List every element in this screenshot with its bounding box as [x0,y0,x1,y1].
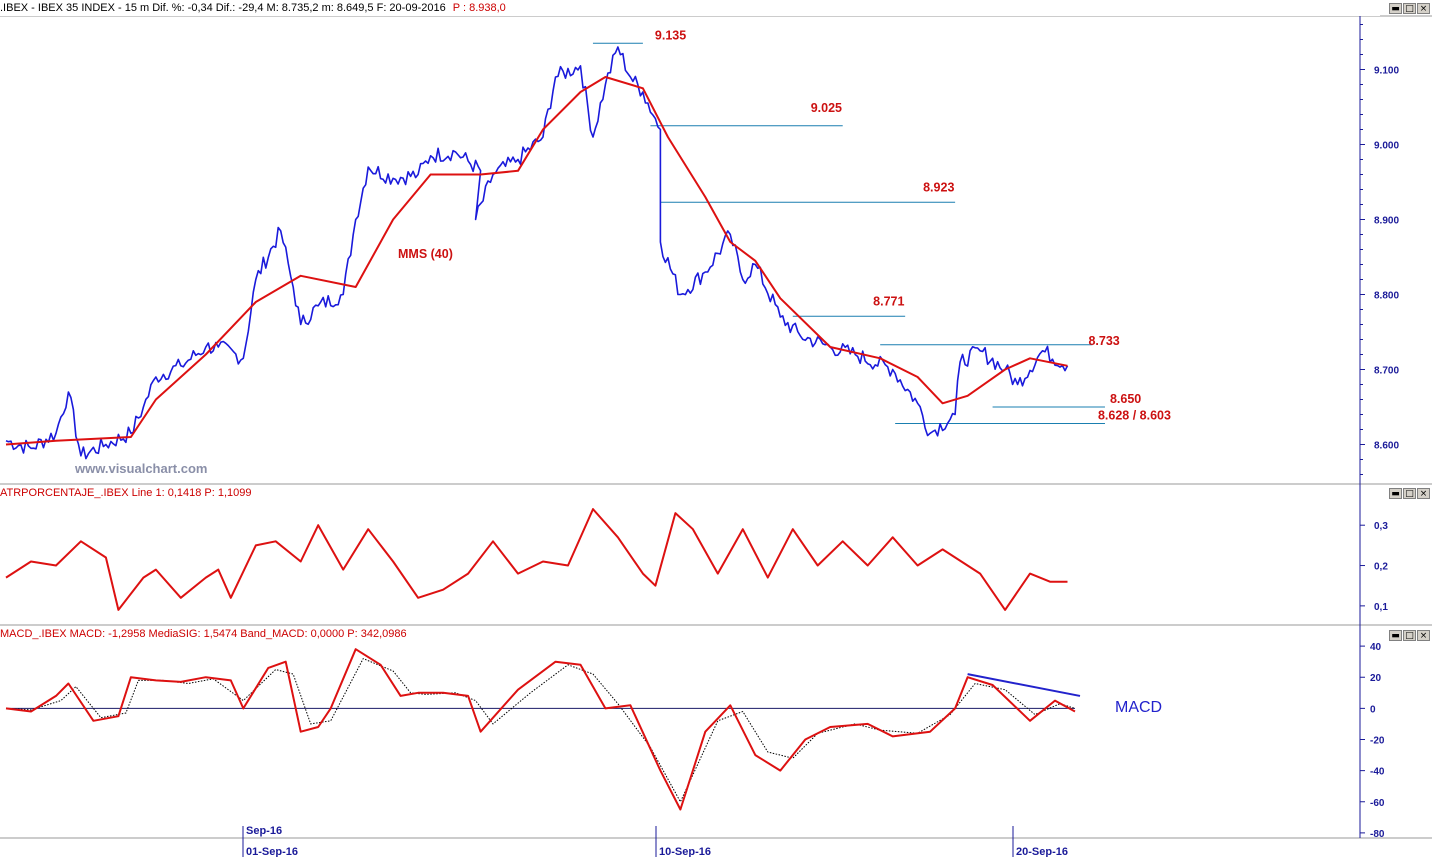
minimize-icon[interactable]: ▬ [1389,630,1402,641]
y-tick-label: 9.100 [1374,66,1399,77]
level-label: 8.650 [1110,392,1141,406]
x-tick-label: 01-Sep-16 [246,846,298,857]
level-label: 9.135 [655,28,686,42]
y-tick-label: -80 [1370,829,1385,840]
y-tick-label: 0,3 [1374,521,1388,532]
close-icon[interactable]: × [1417,3,1430,14]
main-pane-title: .IBEX - IBEX 35 INDEX - 15 m Dif. %: -0,… [0,2,446,14]
y-tick-label: 8.700 [1374,366,1399,377]
y-tick-label: -20 [1370,736,1385,747]
main-pane-title-value: P : 8.938,0 [452,2,506,14]
level-label: 8.628 / 8.603 [1098,409,1171,423]
y-tick-label: -60 [1370,798,1385,809]
macd-series-line [5,648,1076,811]
close-icon[interactable]: × [1417,488,1430,499]
ma40-series-line [5,76,1068,446]
macd-signal-line [5,657,1076,803]
y-tick-label: 0,2 [1374,562,1388,573]
y-tick-label: 40 [1370,642,1382,653]
atr-series-line [5,508,1068,611]
watermark: www.visualchart.com [74,461,207,476]
y-tick-label: 0 [1370,704,1376,715]
maximize-icon[interactable]: □ [1403,488,1416,499]
y-tick-label: 0,1 [1374,602,1388,613]
main-pane-title-bar: .IBEX - IBEX 35 INDEX - 15 m Dif. %: -0,… [0,0,1380,16]
macd-label: MACD [1115,699,1162,716]
macd-divergence-trendline [967,673,1081,697]
close-icon[interactable]: × [1417,630,1430,641]
level-label: 8.923 [923,180,954,194]
x-tick-label: 10-Sep-16 [659,846,711,857]
y-tick-label: 8.800 [1374,291,1399,302]
minimize-icon[interactable]: ▬ [1389,488,1402,499]
y-tick-label: 9.000 [1374,141,1399,152]
minimize-icon[interactable]: ▬ [1389,3,1402,14]
level-label: 8.771 [873,294,904,308]
y-tick-label: -40 [1370,767,1385,778]
y-tick-label: 20 [1370,673,1382,684]
macd-pane-title: MACD_.IBEX MACD: -1,2958 MediaSIG: 1,547… [0,628,407,640]
maximize-icon[interactable]: □ [1403,3,1416,14]
level-label: 9.025 [811,101,842,115]
atr-pane-title: ATRPORCENTAJE_.IBEX Line 1: 0,1418 P: 1,… [0,487,252,499]
y-tick-label: 8.600 [1374,441,1399,452]
ma-label: MMS (40) [398,247,453,261]
x-tick-label: 20-Sep-16 [1016,846,1068,857]
maximize-icon[interactable]: □ [1403,630,1416,641]
y-tick-label: 8.900 [1374,216,1399,227]
level-label: 8.733 [1088,334,1119,348]
price-series-line [5,46,1069,460]
x-month-label: Sep-16 [246,825,282,837]
